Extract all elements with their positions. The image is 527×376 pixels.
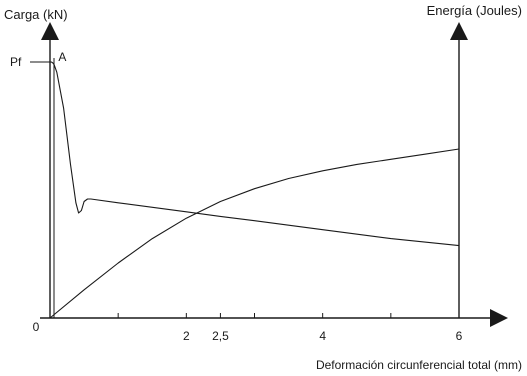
x-tick-label-0: 2 bbox=[183, 329, 190, 343]
energy-curve bbox=[49, 148, 460, 319]
x-tick-label-1: 2,5 bbox=[212, 329, 229, 343]
load-curve bbox=[50, 61, 460, 247]
right-axis-title: Energía (Joules) bbox=[427, 3, 522, 18]
left-axis-title: Carga (kN) bbox=[4, 7, 68, 22]
x-axis-title: Deformación circunferencial total (mm) bbox=[316, 358, 522, 372]
x-tick-label-2: 4 bbox=[319, 329, 326, 343]
origin-label: 0 bbox=[33, 320, 40, 334]
x-tick-label-3: 6 bbox=[456, 329, 463, 343]
right-axis-arrow-icon bbox=[450, 22, 468, 40]
left-axis-arrow-icon bbox=[41, 22, 59, 40]
point-a-label: A bbox=[58, 50, 66, 64]
x-axis-arrow-icon bbox=[490, 309, 508, 327]
pf-label: Pf bbox=[10, 55, 22, 69]
